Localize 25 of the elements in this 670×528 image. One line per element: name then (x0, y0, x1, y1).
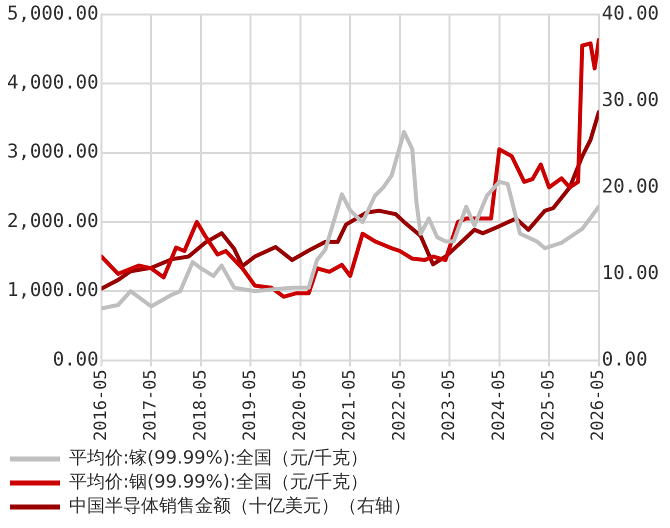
y-tick-label: 1,000.00 (6, 279, 99, 302)
y-tick-label: 2,000.00 (6, 210, 99, 232)
y2-tick-label: 20.00 (602, 175, 660, 198)
y2-tick-label: 0.00 (602, 348, 648, 370)
y-tick-label: 0.00 (52, 348, 99, 370)
y-tick-label: 4,000.00 (6, 72, 99, 94)
x-tick-label: 2026-05 (588, 369, 608, 442)
x-tick-label: 2018-05 (190, 369, 210, 442)
x-tick-label: 2023-05 (439, 369, 460, 442)
x-tick-label: 2022-05 (389, 369, 410, 442)
x-tick-label: 2016-05 (90, 369, 111, 442)
x-tick-label: 2019-05 (240, 369, 260, 442)
x-tick-label: 2020-05 (290, 369, 310, 442)
x-tick-label: 2025-05 (538, 369, 558, 442)
x-tick-label: 2024-05 (488, 369, 509, 442)
y-tick-label: 5,000.00 (6, 2, 99, 24)
legend-label: 中国半导体销售金额（十亿美元）（右轴） (69, 496, 411, 517)
x-tick-label: 2017-05 (140, 369, 161, 442)
y2-tick-label: 30.00 (602, 88, 660, 111)
legend-label: 平均价:铟(99.99%):全国（元/千克） (69, 472, 368, 493)
x-tick-label: 2021-05 (340, 369, 360, 442)
y2-tick-label: 10.00 (602, 262, 660, 284)
legend-label: 平均价:镓(99.99%):全国（元/千克） (69, 448, 368, 469)
y-tick-label: 3,000.00 (6, 140, 99, 163)
y2-tick-label: 40.00 (602, 2, 660, 24)
